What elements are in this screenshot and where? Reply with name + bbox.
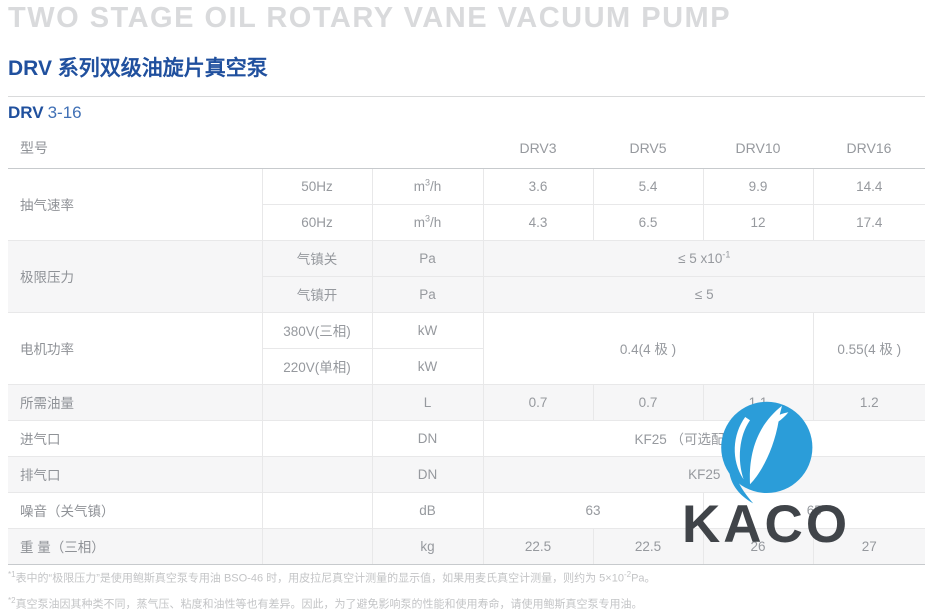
ultimate-sub-open: 气镇开 <box>261 275 372 312</box>
cell-ultimate-open-value: ≤ 5 <box>482 275 925 312</box>
inlet-label: 进气口 <box>8 419 262 456</box>
pumping-unit-60: m3/h <box>371 203 483 240</box>
cell-weight-drv16: 27 <box>812 527 925 565</box>
noise-label: 噪音（关气镇） <box>8 491 262 528</box>
cell-speed60-drv3: 4.3 <box>482 203 593 240</box>
divider-rule <box>8 96 925 97</box>
page-title-english: TWO STAGE OIL ROTARY VANE VACUUM PUMP <box>8 2 732 34</box>
header-model-drv3: DRV3 <box>483 129 593 169</box>
row-pumping-speed-50hz: 抽气速率 50Hz m3/h 3.6 5.4 9.9 14.4 <box>8 167 925 240</box>
row-weight: 重 量（三相） kg 22.5 22.5 26 27 <box>8 527 925 565</box>
cell-oil-drv16: 1.2 <box>812 383 925 420</box>
kaco-logo-icon <box>721 401 813 504</box>
noise-unit: dB <box>371 491 483 528</box>
cell-oil-drv5: 0.7 <box>592 383 703 420</box>
oil-unit: L <box>371 383 483 420</box>
cell-speed60-drv10: 12 <box>702 203 813 240</box>
row-motor-power-380v: 电机功率 380V(三相) kW 0.4(4 极 ) 0.55(4 极 ) <box>8 311 925 384</box>
header-model-label: 型号 <box>8 129 262 169</box>
ultimate-pressure-label: 极限压力 <box>8 239 262 312</box>
weight-unit: kg <box>371 527 483 565</box>
outlet-sub-empty <box>261 455 372 492</box>
cell-speed50-drv10: 9.9 <box>702 167 813 204</box>
row-noise: 噪音（关气镇） dB 63 65 <box>8 491 925 528</box>
cell-weight-drv5: 22.5 <box>592 527 703 565</box>
spec-table: 型号 DRV3 DRV5 DRV10 DRV16 抽气速率 50Hz m3/h … <box>8 129 925 565</box>
motor-sub-380v: 380V(三相) <box>261 311 372 348</box>
section-heading: DRV 3-16 <box>8 103 82 123</box>
row-outlet-port: 排气口 DN KF25 <box>8 455 925 492</box>
cell-speed60-drv5: 6.5 <box>592 203 703 240</box>
footnotes: *1表中的“极限压力”是使用鲍斯真空泵专用油 BSO-46 时，用皮拉尼真空计测… <box>8 564 656 610</box>
row-inlet-port: 进气口 DN KF25 （可选配 KF16） <box>8 419 925 456</box>
pumping-sub-50hz: 50Hz <box>261 167 372 204</box>
pumping-unit-50: m3/h <box>371 167 483 204</box>
cell-speed50-drv5: 5.4 <box>592 167 703 204</box>
oil-label: 所需油量 <box>8 383 262 420</box>
inlet-unit: DN <box>371 419 483 456</box>
cell-ultimate-closed-value: ≤ 5 x10-1 <box>482 239 925 276</box>
ultimate-unit-closed: Pa <box>371 239 483 276</box>
row-ultimate-pressure-open: 气镇开 Pa ≤ 5 <box>8 275 925 312</box>
header-empty-unit <box>372 129 483 169</box>
page-title-chinese: DRV 系列双级油旋片真空泵 <box>8 57 268 80</box>
cell-motor-drv16-value: 0.55(4 极 ) <box>812 311 925 384</box>
oil-sub-empty <box>261 383 372 420</box>
cell-motor-main-value: 0.4(4 极 ) <box>482 311 813 384</box>
cell-outlet-value: KF25 <box>482 455 925 492</box>
cell-speed50-drv3: 3.6 <box>482 167 593 204</box>
row-pumping-speed-60hz: 60Hz m3/h 4.3 6.5 12 17.4 <box>8 203 925 240</box>
row-ultimate-pressure-closed: 极限压力 气镇关 Pa ≤ 5 x10-1 <box>8 239 925 312</box>
cell-noise-low: 63 <box>482 491 703 528</box>
ultimate-unit-open: Pa <box>371 275 483 312</box>
cell-weight-drv10: 26 <box>702 527 813 565</box>
cell-speed50-drv16: 14.4 <box>812 167 925 204</box>
cell-weight-drv3: 22.5 <box>482 527 593 565</box>
inlet-sub-empty <box>261 419 372 456</box>
row-oil-capacity: 所需油量 L 0.7 0.7 1.1 1.2 <box>8 383 925 420</box>
noise-sub-empty <box>261 491 372 528</box>
motor-power-label: 电机功率 <box>8 311 262 384</box>
table-header-row: 型号 DRV3 DRV5 DRV10 DRV16 <box>8 129 925 169</box>
header-model-drv5: DRV5 <box>593 129 703 169</box>
outlet-label: 排气口 <box>8 455 262 492</box>
ultimate-sub-closed: 气镇关 <box>261 239 372 276</box>
pumping-speed-label: 抽气速率 <box>8 167 262 240</box>
footnote-1: *1表中的“极限压力”是使用鲍斯真空泵专用油 BSO-46 时，用皮拉尼真空计测… <box>8 570 656 585</box>
section-series: DRV <box>8 103 44 122</box>
cell-speed60-drv16: 17.4 <box>812 203 925 240</box>
header-model-drv16: DRV16 <box>813 129 925 169</box>
section-range: 3-16 <box>47 103 82 122</box>
footnote-2: *2真空泵油因其种类不同，蒸气压、粘度和油性等也有差异。因此，为了避免影响泵的性… <box>8 595 643 610</box>
cell-oil-drv3: 0.7 <box>482 383 593 420</box>
kaco-logo-wordmark: KACO <box>682 495 851 554</box>
weight-label: 重 量（三相） <box>8 527 262 565</box>
weight-sub-empty <box>261 527 372 565</box>
motor-sub-220v: 220V(单相) <box>261 347 372 384</box>
row-motor-power-220v: 220V(单相) kW <box>8 347 925 384</box>
cell-noise-high: 65 <box>702 491 925 528</box>
outlet-unit: DN <box>371 455 483 492</box>
motor-unit-220: kW <box>371 347 483 384</box>
header-empty-sub <box>262 129 372 169</box>
motor-unit-380: kW <box>371 311 483 348</box>
cell-inlet-value: KF25 （可选配 KF16） <box>482 419 925 456</box>
header-model-drv10: DRV10 <box>703 129 813 169</box>
pumping-sub-60hz: 60Hz <box>261 203 372 240</box>
